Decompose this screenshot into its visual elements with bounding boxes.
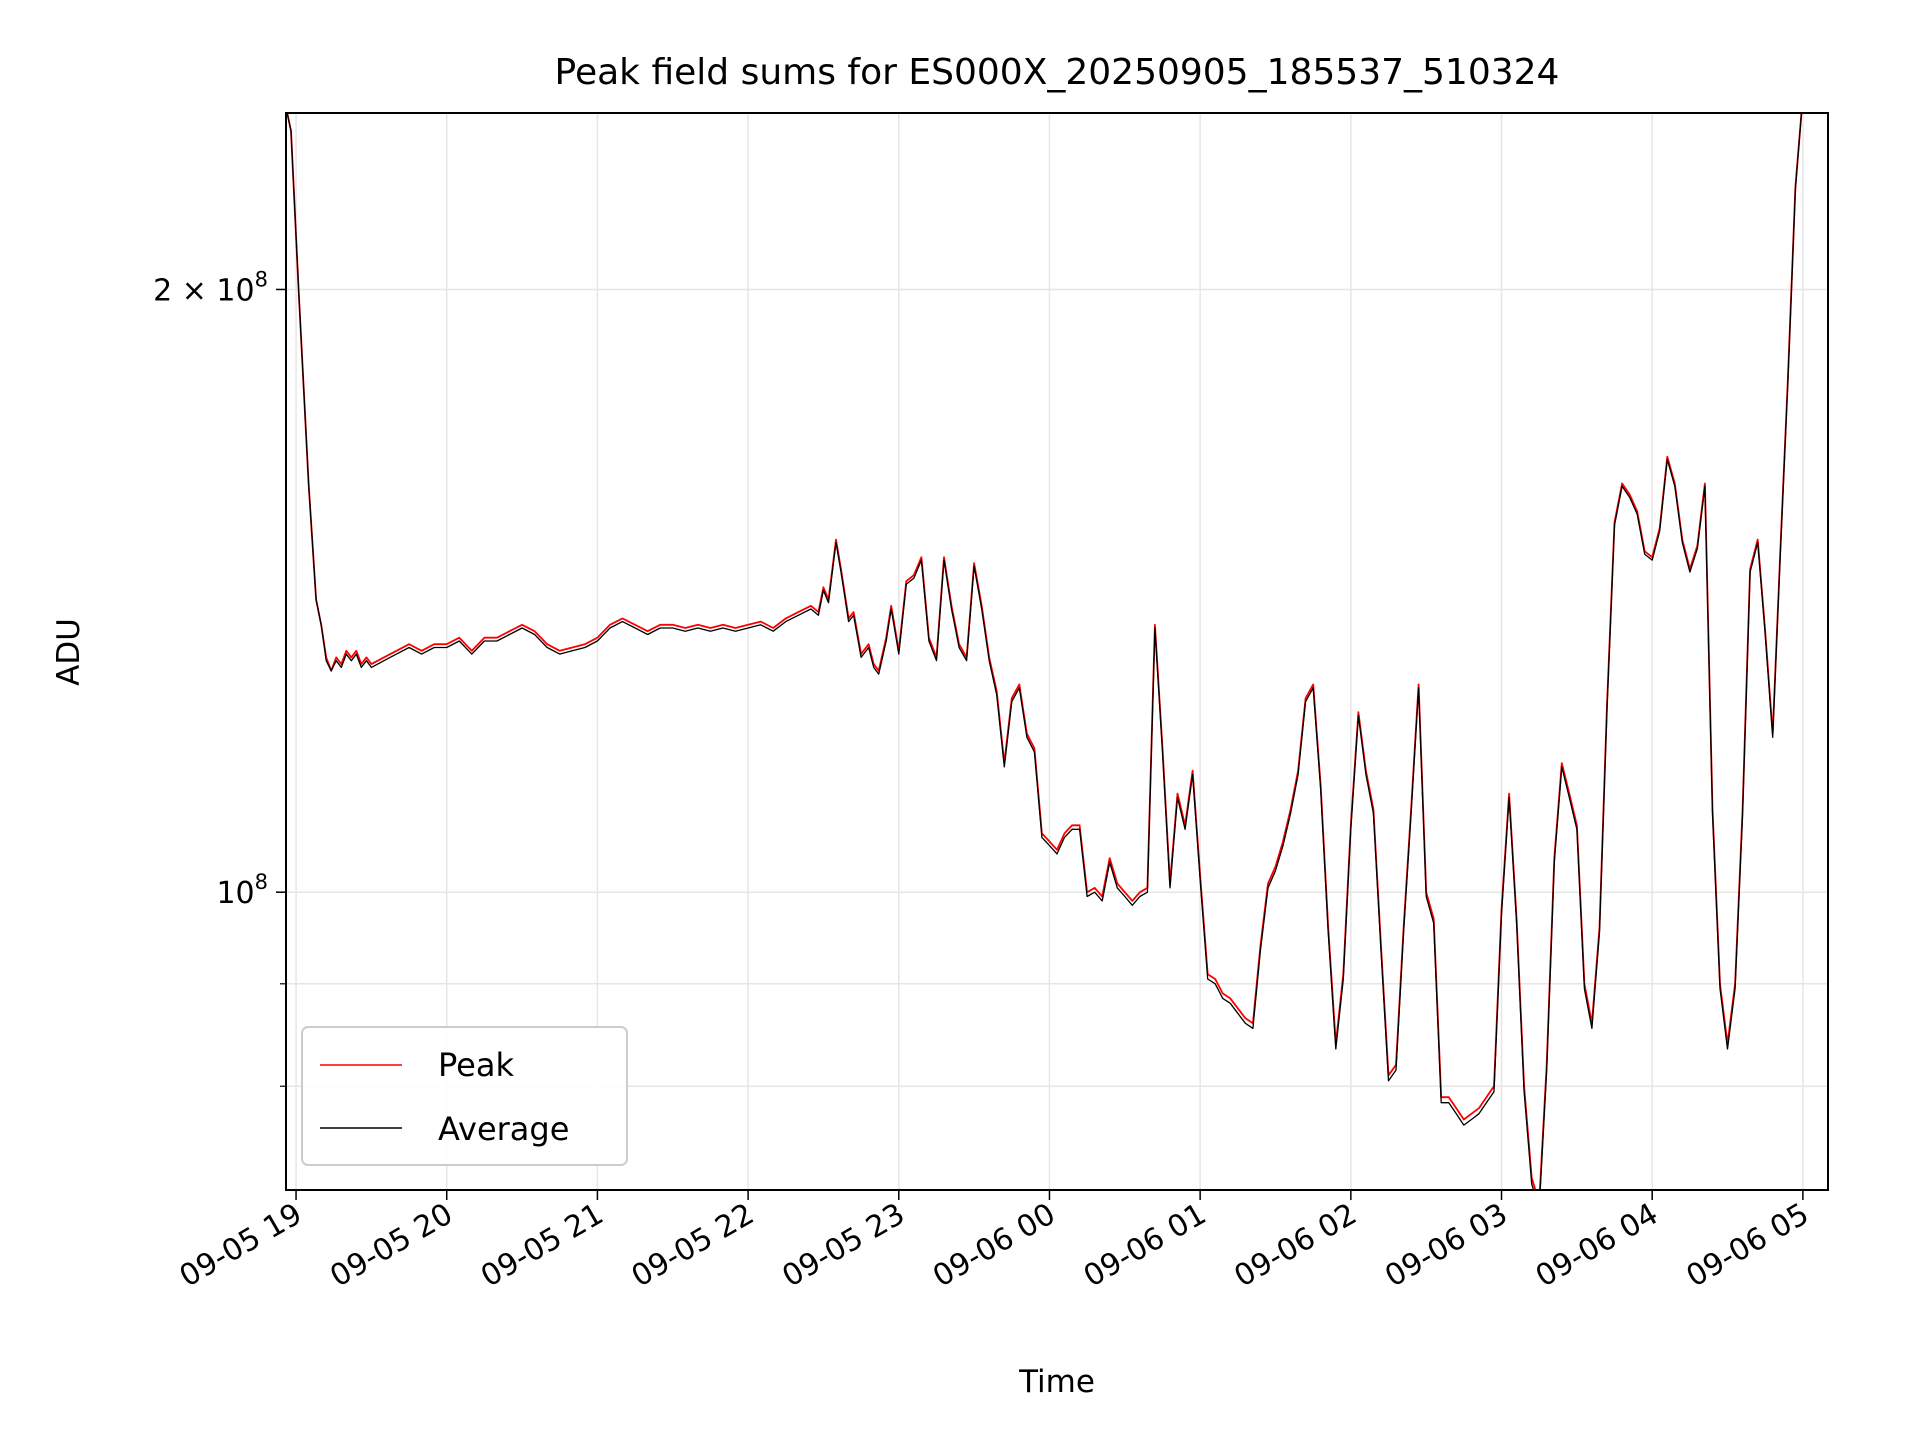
- legend-label-peak: Peak: [438, 1046, 514, 1084]
- y-tick-label: 2 × 108: [153, 267, 268, 308]
- chart-title: Peak field sums for ES000X_20250905_1855…: [555, 52, 1560, 93]
- legend-box: [301, 1026, 628, 1166]
- x-axis-label: Time: [1018, 1364, 1095, 1400]
- grid: [286, 113, 1828, 1190]
- y-axis-label: ADU: [51, 618, 87, 686]
- plot-frame: [285, 112, 1829, 1191]
- legend: Peak Average: [301, 1026, 628, 1166]
- series-lines: [286, 113, 1803, 1190]
- y-tick-label: 108: [216, 870, 268, 911]
- series-line-average: [286, 113, 1803, 1190]
- legend-label-average: Average: [438, 1110, 569, 1148]
- y-axis: 2 × 108 108: [153, 267, 286, 1087]
